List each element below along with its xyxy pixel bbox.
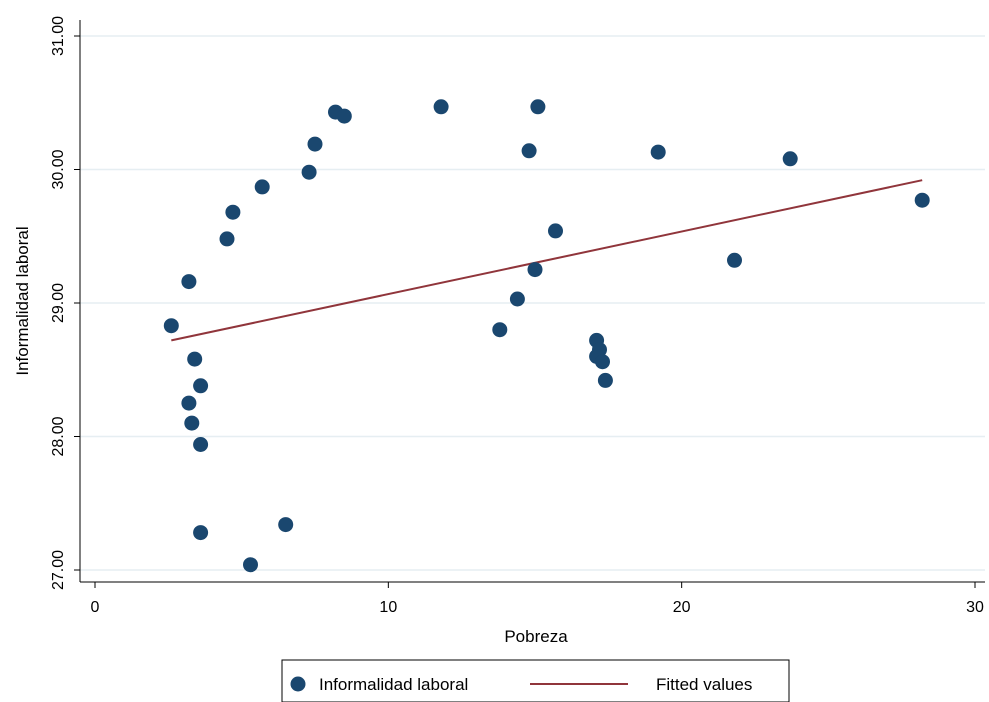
x-tick-label: 0 xyxy=(91,599,100,616)
y-tick-label: 28.00 xyxy=(50,416,67,456)
scatter-point xyxy=(163,318,179,334)
grid-lines xyxy=(80,35,985,571)
y-ticks: 27.00 28.00 29.00 30.00 31.00 xyxy=(50,16,80,590)
y-tick-label: 30.00 xyxy=(50,149,67,189)
scatter-point xyxy=(181,274,197,290)
x-axis-title: Pobreza xyxy=(504,627,568,646)
legend-marker-informalidad xyxy=(290,676,306,692)
scatter-point xyxy=(530,99,546,115)
scatter-point xyxy=(193,437,209,452)
scatter-point xyxy=(243,557,258,573)
scatter-point xyxy=(181,395,197,411)
fitted-values-line xyxy=(171,179,923,342)
y-tick-label: 31.00 xyxy=(50,16,67,56)
scatter-point xyxy=(184,415,200,431)
scatter-point xyxy=(278,517,294,533)
scatter-point xyxy=(492,322,508,338)
scatter-point xyxy=(193,378,209,394)
x-tick-label: 10 xyxy=(379,599,397,616)
scatter-point xyxy=(254,179,270,195)
legend-label-fitted: Fitted values xyxy=(656,675,752,694)
fitted-line-layer xyxy=(171,179,923,342)
scatter-point xyxy=(527,262,543,278)
scatter-point xyxy=(219,231,235,247)
scatter-point xyxy=(727,252,742,268)
scatter-point xyxy=(187,351,203,367)
x-tick-label: 30 xyxy=(966,599,984,616)
y-tick-label: 29.00 xyxy=(50,283,67,323)
legend: Informalidad laboral Fitted values xyxy=(281,659,790,702)
scatter-points xyxy=(163,99,930,573)
scatter-point xyxy=(548,223,563,239)
legend-box xyxy=(281,659,790,702)
scatter-point xyxy=(914,192,930,208)
scatter-point xyxy=(301,164,317,180)
scatter-point xyxy=(433,99,449,115)
scatter-point xyxy=(193,525,209,541)
x-ticks: 0 10 20 30 xyxy=(91,582,984,616)
y-tick-label: 27.00 xyxy=(50,550,67,590)
legend-label-informalidad: Informalidad laboral xyxy=(319,675,468,694)
scatter-point xyxy=(307,136,323,152)
scatter-point xyxy=(225,204,241,220)
scatter-point xyxy=(509,291,525,307)
scatter-point xyxy=(597,372,613,388)
scatter-point xyxy=(782,151,798,167)
scatter-point xyxy=(336,108,352,124)
x-tick-label: 20 xyxy=(673,599,691,616)
scatter-point xyxy=(650,144,666,160)
y-axis-title: Informalidad laboral xyxy=(13,226,32,375)
scatter-point xyxy=(595,354,610,370)
scatter-point xyxy=(521,143,537,159)
